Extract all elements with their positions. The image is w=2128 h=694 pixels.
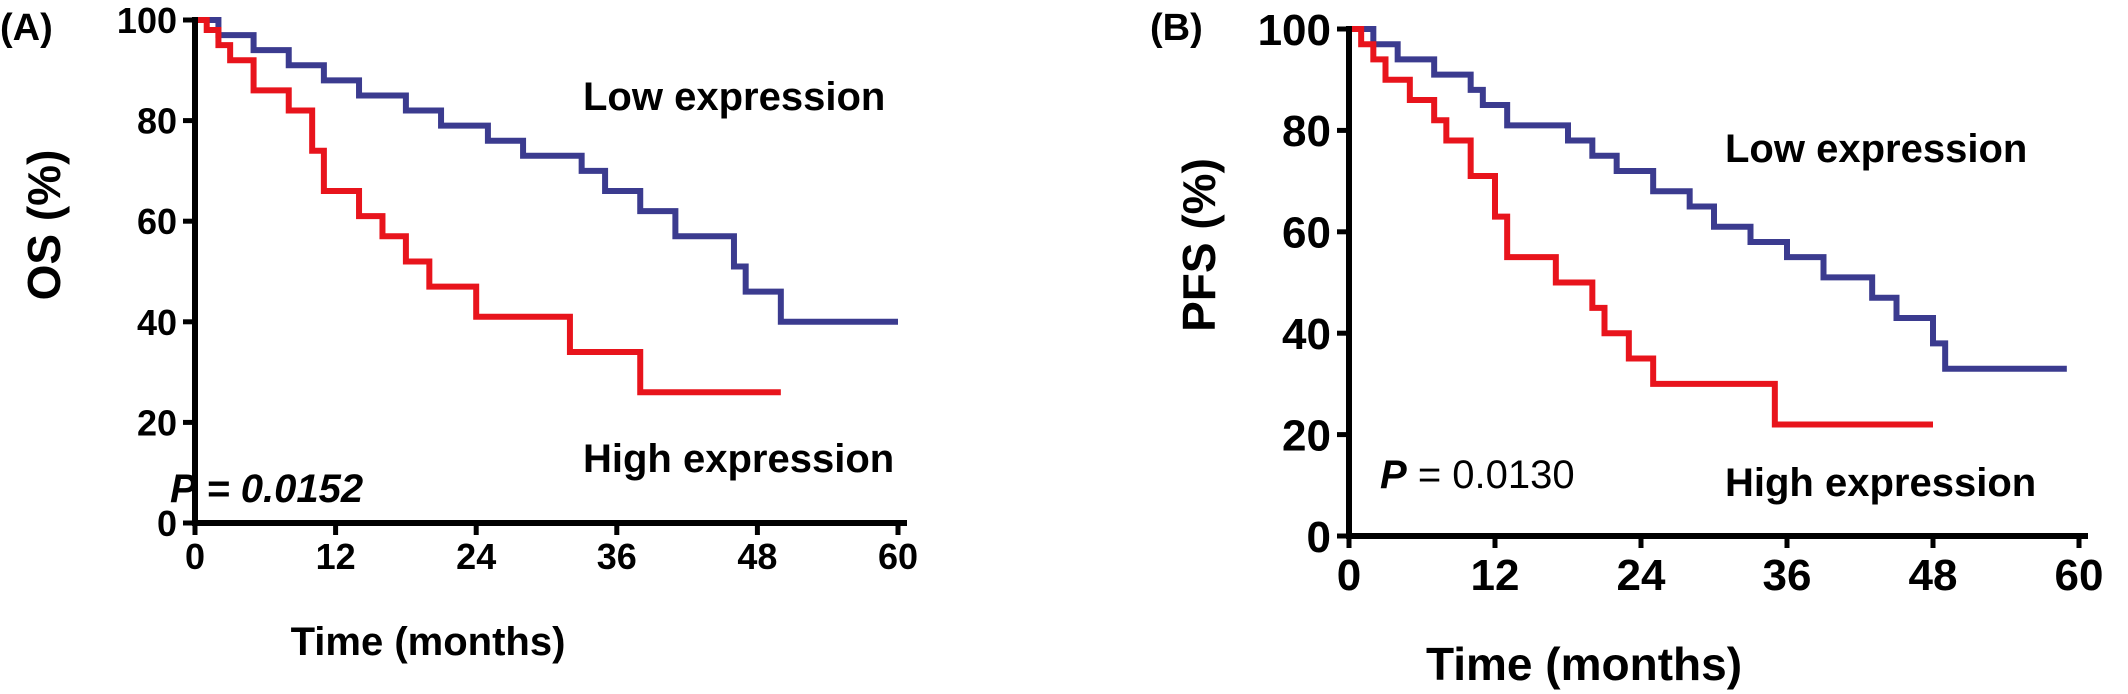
panel-b-low-label: Low expression — [1725, 127, 2027, 171]
panel-b-p-value: P = 0.0130 — [1380, 453, 1575, 497]
panel-a-x-tick-label: 36 — [597, 536, 637, 577]
panel-b-y-tick-label: 60 — [1282, 209, 1331, 258]
panel-a-high-label: High expression — [583, 437, 894, 481]
panel-b-p-symbol: P — [1380, 453, 1407, 497]
panel-a-series-low-expression-line — [195, 17, 898, 325]
panel-b-x-tick-label: 0 — [1337, 551, 1361, 600]
panel-b-y-tick-label: 0 — [1307, 513, 1331, 562]
panel-a-p-symbol: P — [170, 467, 197, 511]
panel-b-series-high-expression-line — [1349, 26, 1933, 428]
panel-b-y-tick-label: 100 — [1258, 6, 1331, 55]
panel-b-y-tick-label: 80 — [1282, 107, 1331, 156]
panel-b-series-low-expression-line — [1349, 26, 2067, 372]
panel-b-high-label: High expression — [1725, 461, 2036, 505]
panel-a-x-tick-label: 12 — [316, 536, 356, 577]
panel-a-p-number: = 0.0152 — [206, 467, 363, 511]
panel-b-axes: 0 20 40 60 80 100 0 12 24 36 48 60 — [1258, 6, 2104, 600]
panel-a-x-tick-label: 0 — [185, 536, 205, 577]
panel-a-xlabel: Time (months) — [291, 620, 566, 664]
panel-b-x-tick-label: 48 — [1909, 551, 1958, 600]
panel-a-y-tick-label: 40 — [137, 302, 177, 343]
panel-a-x-tick-label: 48 — [737, 536, 777, 577]
panel-a-series-high-expression-line — [195, 17, 781, 396]
panel-b-p-number: = 0.0130 — [1418, 453, 1575, 497]
panel-b-curves — [1349, 26, 2067, 428]
panel-a-low-label: Low expression — [583, 75, 885, 119]
panel-a-curves — [195, 17, 898, 396]
panel-a-p-value: P = 0.0152 — [170, 467, 363, 511]
panel-a-y-tick-label: 100 — [117, 0, 177, 41]
panel-a-y-tick-label: 0 — [157, 503, 177, 544]
panel-b-label: (B) — [1150, 7, 1203, 49]
panel-a-y-tick-label: 80 — [137, 101, 177, 142]
panel-b-xlabel: Time (months) — [1426, 638, 1742, 690]
panel-b: (B) PFS (%) Time (months) 0 20 40 60 80 100 0 1… — [1150, 6, 2103, 690]
panel-b-y-tick-label: 20 — [1282, 411, 1331, 460]
panel-a-label: (A) — [0, 7, 53, 49]
panel-a-y-tick-label: 60 — [137, 201, 177, 242]
panel-b-x-tick-label: 60 — [2055, 551, 2104, 600]
panel-b-x-tick-label: 12 — [1471, 551, 1520, 600]
panel-a-axes: 0 20 40 60 80 100 0 12 24 36 48 60 — [117, 0, 918, 577]
panel-b-y-tick-label: 40 — [1282, 310, 1331, 359]
panel-b-x-tick-label: 24 — [1617, 551, 1666, 600]
panel-a-x-tick-label: 60 — [878, 536, 918, 577]
panel-b-ylabel: PFS (%) — [1173, 158, 1225, 332]
panel-a-y-tick-label: 20 — [137, 402, 177, 443]
panel-a: (A) OS (%) Time (months) 0 20 40 60 80 100 0 12… — [0, 0, 918, 664]
panel-a-ylabel: OS (%) — [18, 150, 70, 301]
panel-a-x-tick-label: 24 — [456, 536, 496, 577]
panel-b-x-tick-label: 36 — [1763, 551, 1812, 600]
